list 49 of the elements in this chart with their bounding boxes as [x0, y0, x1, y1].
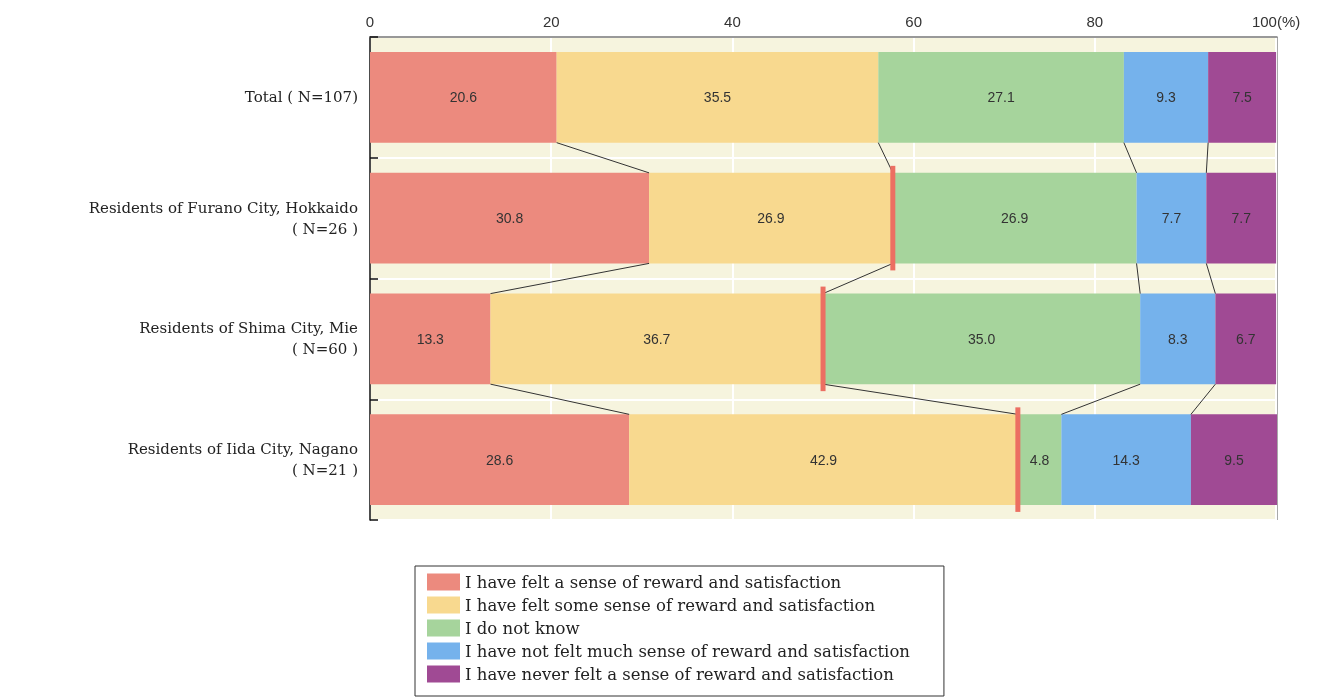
data-label: 36.7 [643, 330, 671, 347]
data-label: 7.7 [1161, 210, 1182, 227]
data-label: 35.5 [703, 89, 732, 106]
data-label: 4.8 [1029, 451, 1050, 468]
bar [370, 172, 650, 264]
bar [1215, 293, 1277, 385]
legend-label: I have felt some sense of reward and satisfaction [465, 595, 876, 615]
y-tick-label: Total ( N=107) [244, 88, 358, 107]
x-tick-label: 20 [542, 13, 560, 30]
legend-label: I have not felt much sense of reward and satisfaction [465, 641, 911, 661]
data-label: 7.5 [1232, 89, 1253, 106]
y-tick-label: Residents of Iida City, Nagano ( N=21 ) [127, 440, 358, 480]
data-label: 14.3 [1112, 451, 1140, 468]
data-label: 13.3 [416, 330, 445, 347]
data-label: 9.5 [1224, 451, 1244, 468]
bar [370, 414, 630, 505]
data-label: 9.3 [1156, 89, 1176, 106]
data-label: 42.9 [809, 451, 838, 468]
y-tick-label: Residents of Furano City, Hokkaido ( N=26 ) [88, 198, 358, 238]
data-label: 30.8 [495, 210, 524, 227]
data-label: 7.7 [1231, 210, 1252, 227]
bar [1206, 172, 1277, 264]
x-tick-label: 40 [724, 13, 741, 30]
data-label: 26.9 [1001, 210, 1029, 227]
data-label: 8.3 [1168, 330, 1188, 347]
bar [1208, 52, 1277, 143]
bar [1140, 293, 1216, 385]
x-tick-label: 100(%) [1251, 13, 1301, 30]
bar [1136, 172, 1207, 264]
bar [370, 293, 491, 385]
bar [556, 52, 879, 143]
bar [370, 52, 557, 143]
legend-label: I do not know [465, 618, 580, 638]
bar [1190, 414, 1277, 505]
data-label: 27.1 [987, 89, 1015, 106]
y-tick-label: Residents of Shima City, Mie ( N=60 ) [139, 319, 359, 359]
x-tick-label: 80 [1086, 13, 1104, 30]
legend-label: I have felt a sense of reward and satisfaction [465, 572, 842, 592]
data-label: 28.6 [485, 451, 514, 468]
data-label: 20.6 [449, 89, 478, 106]
data-label: 35.0 [967, 330, 996, 347]
x-tick-label: 0 [365, 13, 375, 30]
x-tick-label: 60 [905, 13, 922, 30]
bar [1123, 52, 1209, 143]
data-label: 6.7 [1236, 330, 1256, 347]
data-label: 26.9 [757, 210, 785, 227]
bar [878, 52, 1124, 143]
legend-label: I have never felt a sense of reward and satisfaction [465, 664, 895, 684]
bar [1061, 414, 1191, 505]
